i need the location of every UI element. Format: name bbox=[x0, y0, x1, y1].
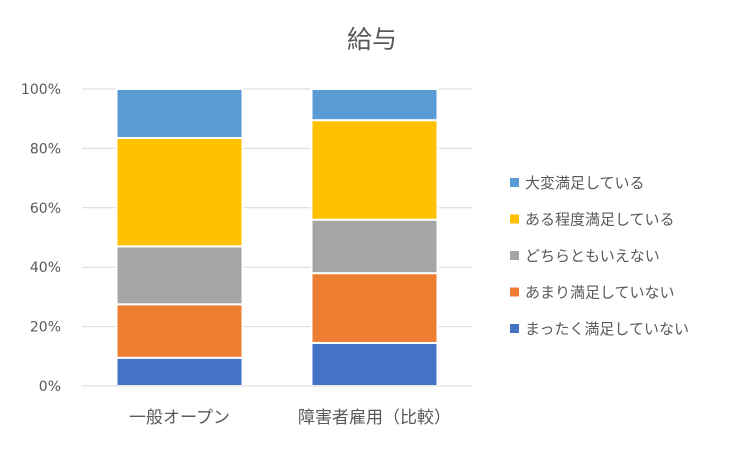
x-category-label: 一般オープン bbox=[129, 408, 230, 428]
bar-segment bbox=[310, 341, 439, 387]
y-tick-label: 20% bbox=[30, 320, 61, 336]
y-tick-label: 60% bbox=[30, 201, 61, 217]
x-category-label: 障害者雇用（比較） bbox=[298, 408, 451, 428]
y-tick-label: 40% bbox=[30, 260, 61, 276]
legend-swatch bbox=[510, 214, 519, 224]
bar-segment bbox=[310, 88, 439, 122]
bar-segment bbox=[115, 88, 244, 140]
bar-segment bbox=[310, 119, 439, 221]
legend-label: どちらともいえない bbox=[525, 247, 660, 265]
chart-title: 給与 bbox=[347, 25, 397, 54]
bar-segment bbox=[115, 245, 244, 306]
legend-swatch bbox=[510, 287, 519, 297]
legend-label: まったく満足していない bbox=[525, 320, 689, 338]
legend-swatch bbox=[510, 251, 519, 260]
x-axis: 一般オープン 障害者雇用（比較） bbox=[82, 385, 472, 428]
y-axis: 0% 20% 40% 60% 80% 100% bbox=[21, 82, 61, 395]
legend-label: 大変満足している bbox=[525, 174, 645, 192]
legend-swatch bbox=[510, 324, 519, 333]
bar-segment bbox=[115, 303, 244, 359]
bar-segment bbox=[115, 356, 244, 388]
y-tick-label: 0% bbox=[39, 379, 61, 395]
legend: 大変満足しているある程度満足しているどちらともいえないあまり満足していないまった… bbox=[510, 174, 689, 338]
y-tick-label: 100% bbox=[21, 82, 61, 98]
bar-segment bbox=[310, 272, 439, 344]
legend-swatch bbox=[510, 178, 519, 187]
bar-segment bbox=[115, 137, 244, 248]
bars bbox=[115, 88, 439, 388]
y-tick-label: 80% bbox=[30, 141, 61, 157]
legend-label: ある程度満足している bbox=[525, 211, 675, 229]
bar-segment bbox=[310, 218, 439, 275]
legend-label: あまり満足していない bbox=[525, 284, 675, 302]
